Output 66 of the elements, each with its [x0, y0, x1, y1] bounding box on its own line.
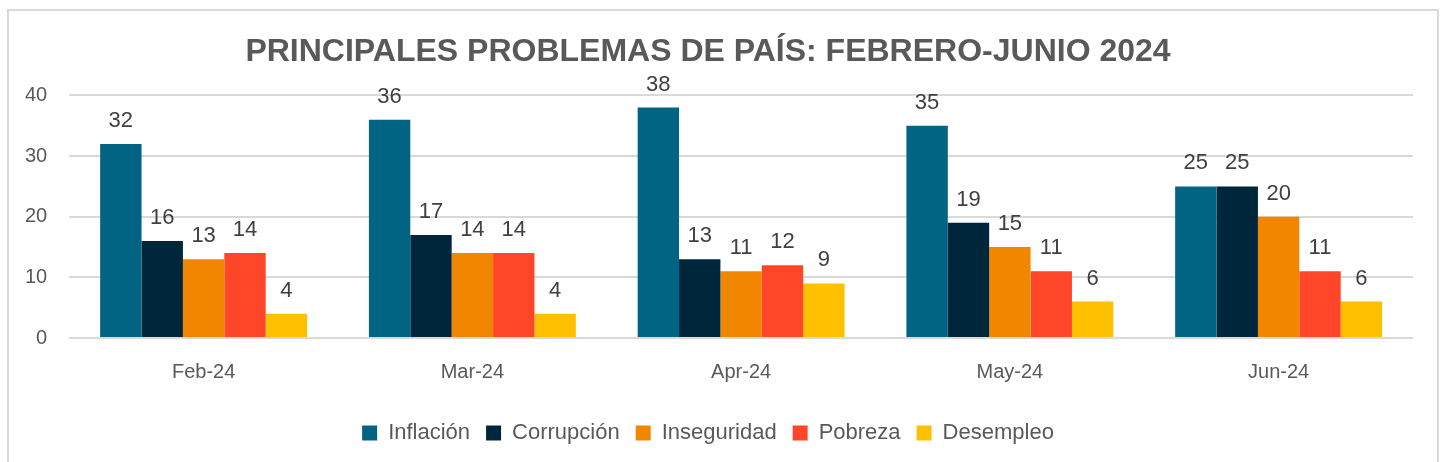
bar — [1030, 271, 1072, 337]
chart-title: PRINCIPALES PROBLEMAS DE PAÍS: FEBRERO-JUNIO 2024 — [245, 32, 1171, 69]
bar — [720, 271, 762, 337]
x-tick-label: Mar-24 — [440, 359, 505, 382]
bar — [1175, 186, 1217, 337]
y-tick-label: 30 — [25, 143, 48, 166]
x-tick-label: Feb-24 — [171, 359, 236, 382]
data-label: 19 — [956, 185, 981, 211]
bar — [1257, 216, 1300, 337]
bar — [947, 222, 990, 337]
bar — [182, 259, 225, 337]
bar — [451, 253, 494, 337]
bar — [906, 125, 948, 337]
data-label: 25 — [1224, 149, 1250, 175]
bar — [1340, 301, 1383, 337]
y-tick-label: 40 — [25, 82, 48, 105]
data-label: 20 — [1266, 179, 1291, 205]
bar — [493, 253, 535, 337]
data-label: 13 — [191, 222, 216, 248]
bar — [679, 259, 721, 337]
legend-label: Pobreza — [818, 419, 902, 445]
data-label: 11 — [1039, 234, 1063, 260]
data-label: 38 — [646, 70, 671, 96]
data-label: 6 — [1355, 264, 1368, 290]
data-label: 4 — [280, 276, 293, 302]
x-tick-label: Apr-24 — [711, 359, 772, 382]
data-label: 12 — [770, 228, 795, 254]
bar — [534, 313, 576, 337]
bar — [100, 143, 142, 337]
bar — [761, 265, 804, 337]
y-tick-label: 0 — [36, 325, 48, 348]
data-label: 25 — [1183, 149, 1209, 175]
bar — [410, 234, 452, 337]
bar — [224, 253, 266, 337]
data-label: 35 — [914, 88, 940, 114]
legend-label: Desempleo — [942, 419, 1054, 445]
data-label: 16 — [149, 204, 175, 230]
bar — [637, 107, 680, 337]
bar — [368, 119, 411, 337]
data-label: 9 — [817, 246, 831, 272]
data-label: 6 — [1086, 264, 1099, 290]
data-label: 15 — [997, 210, 1023, 236]
data-label: 14 — [460, 216, 485, 242]
bar — [141, 240, 183, 337]
data-label: 11 — [1308, 234, 1332, 260]
data-label: 17 — [418, 197, 444, 223]
data-label: 14 — [232, 216, 258, 242]
x-tick-label: Jun-24 — [1248, 359, 1310, 382]
data-label: 13 — [687, 222, 712, 248]
bar — [265, 313, 308, 337]
legend-label: Corrupción — [512, 419, 620, 445]
bar — [1299, 271, 1341, 337]
bar — [1216, 186, 1258, 337]
data-label: 11 — [729, 234, 753, 260]
x-tick-label: May-24 — [976, 359, 1044, 382]
legend-label: Inseguridad — [661, 419, 777, 445]
bar — [803, 283, 845, 337]
data-label: 36 — [377, 82, 402, 108]
data-label: 14 — [501, 216, 526, 242]
y-tick-label: 10 — [25, 264, 48, 287]
data-label: 4 — [549, 276, 562, 302]
bar — [1071, 301, 1114, 337]
y-tick-label: 20 — [25, 204, 48, 227]
legend-label: Inflación — [388, 419, 471, 445]
bar — [989, 247, 1031, 337]
data-label: 32 — [108, 106, 134, 132]
